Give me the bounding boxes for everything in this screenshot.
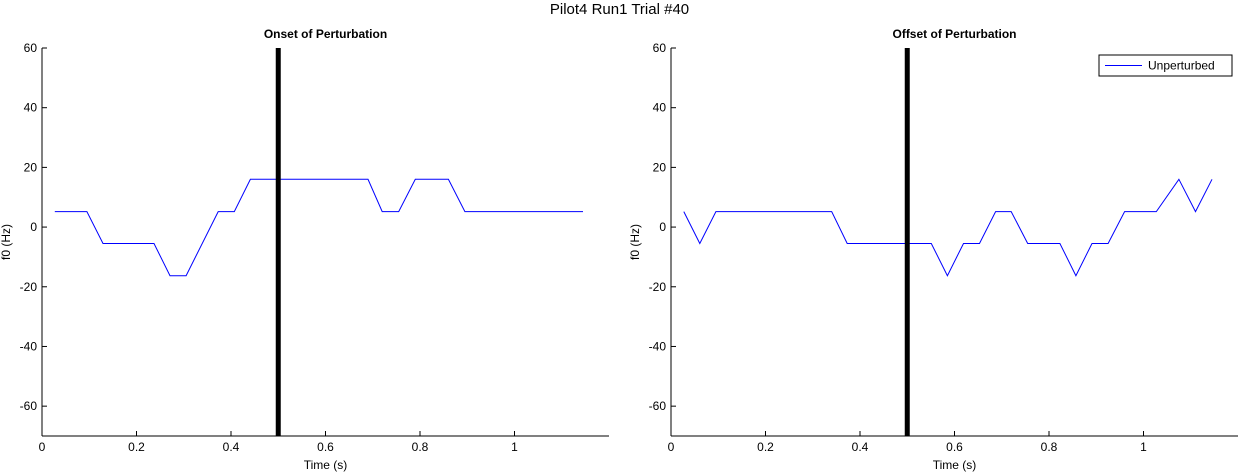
legend: Unperturbed [1098,54,1233,77]
x-tick-label: 1 [1140,440,1147,454]
y-axis-label: f0 (Hz) [628,224,642,260]
y-tick-label: 0 [30,220,37,234]
x-tick-label: 1 [511,440,518,454]
series-line-1 [54,178,583,277]
x-tick-label: 0.4 [223,440,240,454]
y-tick-label: -40 [20,339,38,353]
x-tick-label: 0.4 [852,440,869,454]
x-tick-label: 0.2 [128,440,145,454]
y-tick-label: 40 [24,101,38,115]
y-tick-label: 20 [653,160,667,174]
x-tick-label: 0.8 [412,440,429,454]
x-tick-label: 0 [39,440,46,454]
chart-panel-2: 60 40 20 0 -20 -40 -60 0 0.2 0.4 0.6 0.8 1 Offset of … [628,27,1238,472]
y-axis-label: f0 (Hz) [0,224,13,260]
y-tick-label: -60 [649,399,667,413]
y-tick-label: 20 [24,160,38,174]
x-tick-label: 0.6 [317,440,334,454]
x-axis-label: Time (s) [933,458,977,472]
x-tick-label: 0.2 [757,440,774,454]
y-tick-label: 60 [653,41,667,55]
legend-box [1098,54,1233,77]
chart-title: Offset of Perturbation [892,27,1016,41]
y-tick-label: 40 [653,101,667,115]
y-tick-label: -20 [20,280,38,294]
y-tick-label: -60 [20,399,38,413]
panels: 60 40 20 0 -20 -40 -60 0 0.2 0.4 0.6 0.8 1 Onset of P… [0,27,1238,472]
y-tick-label: 60 [24,41,38,55]
x-tick-label: 0.6 [946,440,963,454]
series-line-1 [683,178,1213,277]
figure-title: Pilot4 Run1 Trial #40 [550,1,689,18]
x-tick-label: 0.8 [1041,440,1058,454]
y-tick-label: -40 [649,339,667,353]
x-tick-label: 0 [668,440,675,454]
y-tick-label: 0 [659,220,666,234]
legend-label: Unperturbed [1148,59,1215,73]
chart-title: Onset of Perturbation [264,27,387,41]
x-axis-label: Time (s) [304,458,348,472]
y-tick-label: -20 [649,280,667,294]
chart-panel-1: 60 40 20 0 -20 -40 -60 0 0.2 0.4 0.6 0.8 1 Onset of P… [0,27,609,472]
